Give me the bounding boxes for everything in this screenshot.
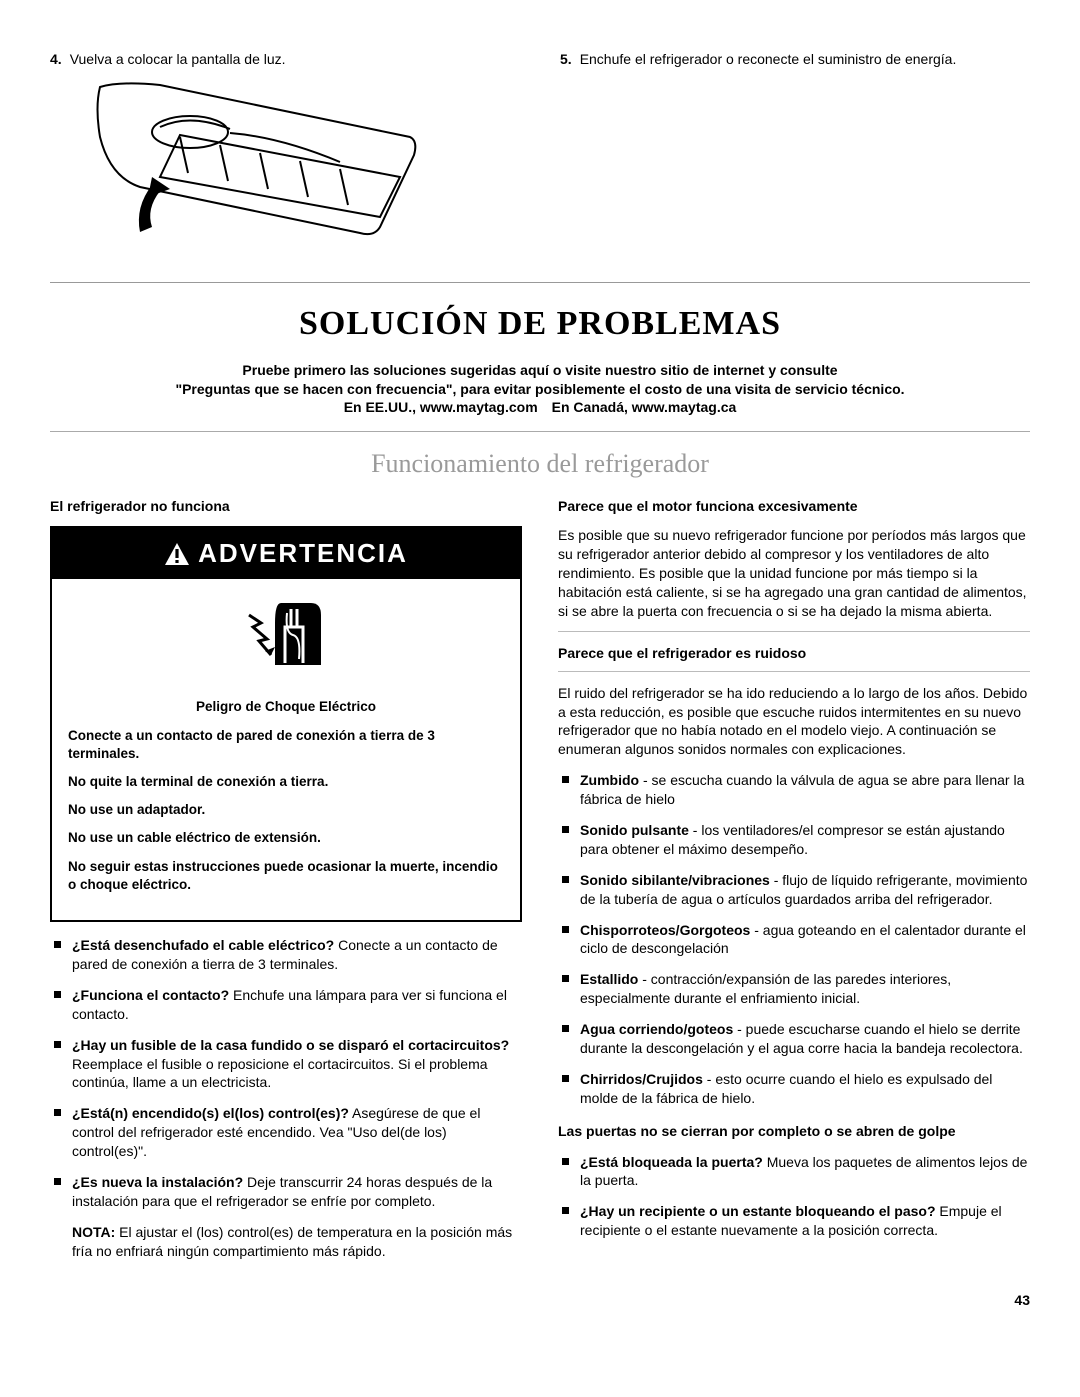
divider	[558, 671, 1030, 672]
right-column: Parece que el motor funciona excesivamen…	[558, 497, 1030, 1260]
bullet-lead: Chisporroteos/Gorgoteos	[580, 922, 750, 938]
bullet-lead: ¿Hay un recipiente o un estante bloquean…	[580, 1203, 936, 1219]
step-5-text: 5. Enchufe el refrigerador o reconecte el…	[560, 50, 1030, 69]
warning-p1: Conecte a un contacto de pared de conexi…	[68, 727, 504, 763]
warning-p5: No seguir estas instrucciones puede ocas…	[68, 858, 504, 894]
warning-title: ADVERTENCIA	[198, 536, 408, 571]
intro-line-3: En EE.UU., www.maytag.com En Canadá, www…	[344, 399, 737, 415]
electric-shock-icon	[241, 593, 331, 673]
bullet-lead: ¿Es nueva la instalación?	[72, 1174, 243, 1190]
content-columns: El refrigerador no funciona ADVERTENCIA	[50, 497, 1030, 1260]
step-4-text: 4. Vuelva a colocar la pantalla de luz.	[50, 50, 520, 69]
bullet-lead: ¿Funciona el contacto?	[72, 987, 229, 1003]
left-bullets: ¿Está desenchufado el cable eléctrico? C…	[50, 936, 522, 1211]
list-item: Sonido pulsante - los ventiladores/el co…	[558, 821, 1030, 859]
list-item: Agua corriendo/goteos - puede escucharse…	[558, 1020, 1030, 1058]
subsection-title: Funcionamiento del refrigerador	[50, 446, 1030, 481]
right-para-2: El ruido del refrigerador se ha ido redu…	[558, 684, 1030, 760]
list-item: Chisporroteos/Gorgoteos - agua goteando …	[558, 921, 1030, 959]
bullet-rest: - se escucha cuando la válvula de agua s…	[580, 772, 1024, 807]
note-paragraph: NOTA: El ajustar el (los) control(es) de…	[72, 1223, 522, 1261]
step-5-body: Enchufe el refrigerador o reconecte el s…	[580, 51, 957, 67]
page-number: 43	[50, 1291, 1030, 1310]
bullet-lead: Agua corriendo/goteos	[580, 1021, 733, 1037]
bullet-lead: Sonido sibilante/vibraciones	[580, 872, 770, 888]
intro-text: Pruebe primero las soluciones sugeridas …	[50, 361, 1030, 418]
step-5-column: 5. Enchufe el refrigerador o reconecte el…	[560, 50, 1030, 272]
door-bullets: ¿Está bloqueada la puerta? Mueva los paq…	[558, 1153, 1030, 1241]
divider	[50, 431, 1030, 432]
list-item: ¿Está bloqueada la puerta? Mueva los paq…	[558, 1153, 1030, 1191]
bullet-rest: Reemplace el fusible o reposicione el co…	[72, 1056, 488, 1091]
right-heading-1: Parece que el motor funciona excesivamen…	[558, 497, 1030, 516]
right-para-1: Es posible que su nuevo refrigerador fun…	[558, 526, 1030, 620]
warning-subtitle: Peligro de Choque Eléctrico	[68, 698, 504, 716]
warning-box: ADVERTENCIA Peligro de Choque Eléctrico …	[50, 526, 522, 922]
note-lead: NOTA:	[72, 1224, 115, 1240]
noise-bullets: Zumbido - se escucha cuando la válvula d…	[558, 771, 1030, 1107]
step-4-column: 4. Vuelva a colocar la pantalla de luz.	[50, 50, 520, 272]
intro-line-1: Pruebe primero las soluciones sugeridas …	[242, 362, 837, 378]
bullet-lead: ¿Está bloqueada la puerta?	[580, 1154, 763, 1170]
warning-body: Peligro de Choque Eléctrico Conecte a un…	[52, 698, 520, 920]
bullet-lead: Sonido pulsante	[580, 822, 689, 838]
light-cover-illustration	[80, 77, 420, 267]
step-4-body: Vuelva a colocar la pantalla de luz.	[70, 51, 286, 67]
left-column: El refrigerador no funciona ADVERTENCIA	[50, 497, 522, 1260]
shock-icon-area	[52, 579, 520, 688]
bullet-lead: ¿Está desenchufado el cable eléctrico?	[72, 937, 334, 953]
bullet-lead: Chirridos/Crujidos	[580, 1071, 703, 1087]
list-item: ¿Es nueva la instalación? Deje transcurr…	[50, 1173, 522, 1211]
warning-triangle-icon	[164, 542, 190, 566]
list-item: ¿Está desenchufado el cable eléctrico? C…	[50, 936, 522, 974]
step-5-number: 5.	[560, 51, 572, 67]
list-item: ¿Hay un fusible de la casa fundido o se …	[50, 1036, 522, 1093]
note-rest: El ajustar el (los) control(es) de tempe…	[72, 1224, 512, 1259]
bullet-lead: ¿Está(n) encendido(s) el(los) control(es…	[72, 1105, 349, 1121]
section-title: SOLUCIÓN DE PROBLEMAS	[50, 301, 1030, 347]
warning-p3: No use un adaptador.	[68, 801, 504, 819]
warning-p2: No quite la terminal de conexión a tierr…	[68, 773, 504, 791]
warning-header: ADVERTENCIA	[52, 528, 520, 579]
top-steps-row: 4. Vuelva a colocar la pantalla de luz.	[50, 50, 1030, 272]
list-item: Chirridos/Crujidos - esto ocurre cuando …	[558, 1070, 1030, 1108]
bullet-lead: Estallido	[580, 971, 638, 987]
divider	[558, 631, 1030, 632]
list-item: Estallido - contracción/expansión de las…	[558, 970, 1030, 1008]
divider	[50, 282, 1030, 283]
list-item: ¿Está(n) encendido(s) el(los) control(es…	[50, 1104, 522, 1161]
list-item: ¿Hay un recipiente o un estante bloquean…	[558, 1202, 1030, 1240]
bullet-lead: Zumbido	[580, 772, 639, 788]
bullet-lead: ¿Hay un fusible de la casa fundido o se …	[72, 1037, 509, 1053]
list-item: Sonido sibilante/vibraciones - flujo de …	[558, 871, 1030, 909]
left-heading-1: El refrigerador no funciona	[50, 497, 522, 516]
list-item: Zumbido - se escucha cuando la válvula d…	[558, 771, 1030, 809]
step-4-number: 4.	[50, 51, 62, 67]
intro-line-2: "Preguntas que se hacen con frecuencia",…	[175, 381, 904, 397]
list-item: ¿Funciona el contacto? Enchufe una lámpa…	[50, 986, 522, 1024]
right-heading-3: Las puertas no se cierran por completo o…	[558, 1122, 1030, 1141]
right-heading-2: Parece que el refrigerador es ruidoso	[558, 644, 1030, 663]
warning-p4: No use un cable eléctrico de extensión.	[68, 829, 504, 847]
